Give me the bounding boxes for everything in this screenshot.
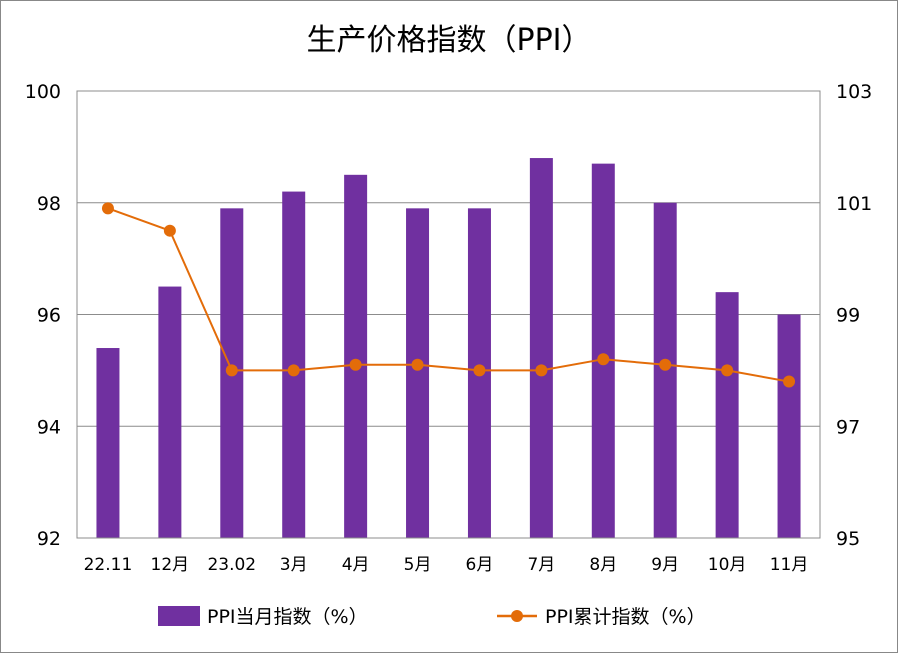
x-tick-label: 3月 (280, 555, 308, 575)
bar (529, 158, 553, 539)
line-point (101, 202, 114, 215)
left-tick-label: 98 (37, 193, 61, 215)
legend-bar-swatch (158, 606, 200, 626)
line-point (783, 375, 796, 388)
left-tick-label: 92 (37, 528, 61, 550)
right-axis: 95 97 99 101 103 (836, 81, 872, 550)
bar (158, 286, 182, 538)
left-axis: 92 94 96 98 100 (25, 81, 61, 550)
right-tick-label: 95 (836, 528, 860, 550)
x-tick-label: 22.11 (84, 555, 133, 575)
bar (777, 314, 801, 538)
bar (715, 292, 739, 538)
line-point (473, 364, 486, 377)
bar (591, 163, 615, 538)
line-point (163, 224, 176, 237)
x-tick-label: 7月 (527, 555, 555, 575)
x-tick-label: 6月 (466, 555, 494, 575)
legend-bar-label: PPI当月指数（%） (207, 606, 368, 628)
x-tick-label: 9月 (651, 555, 679, 575)
grid-lines (77, 202, 820, 427)
bar (96, 348, 120, 538)
line-point (721, 364, 734, 377)
right-tick-label: 103 (836, 81, 872, 103)
line-series (101, 202, 796, 388)
bar (344, 174, 368, 538)
left-tick-label: 100 (25, 81, 61, 103)
right-tick-label: 99 (836, 305, 860, 327)
x-tick-label: 4月 (342, 555, 370, 575)
x-tick-label: 11月 (770, 555, 809, 575)
right-tick-label: 101 (836, 193, 872, 215)
line-point (659, 358, 672, 371)
right-tick-label: 97 (836, 416, 860, 438)
line-point (225, 364, 238, 377)
left-tick-label: 96 (37, 305, 61, 327)
legend-line-label: PPI累计指数（%） (545, 606, 706, 628)
legend: PPI当月指数（%） PPI累计指数（%） (158, 606, 706, 628)
x-axis: 22.11 12月 23.02 3月 4月 5月 6月 7月 8月 9月 10月 11月 (84, 555, 809, 575)
left-tick-label: 94 (37, 416, 61, 438)
line-point (349, 358, 362, 371)
chart-title: 生产价格指数（PPI） (306, 23, 591, 58)
x-tick-label: 5月 (404, 555, 432, 575)
bar-series (96, 158, 801, 539)
line-point (535, 364, 548, 377)
line-point (597, 353, 610, 366)
series-line (107, 207, 790, 383)
x-tick-label: 12月 (151, 555, 190, 575)
x-tick-label: 10月 (708, 555, 747, 575)
legend-line-marker (511, 610, 523, 622)
x-tick-label: 8月 (589, 555, 617, 575)
bar (406, 208, 430, 538)
plot-border (76, 90, 821, 539)
line-point (411, 358, 424, 371)
line-point (287, 364, 300, 377)
plot-area (76, 90, 821, 539)
x-tick-label: 23.02 (207, 555, 256, 575)
